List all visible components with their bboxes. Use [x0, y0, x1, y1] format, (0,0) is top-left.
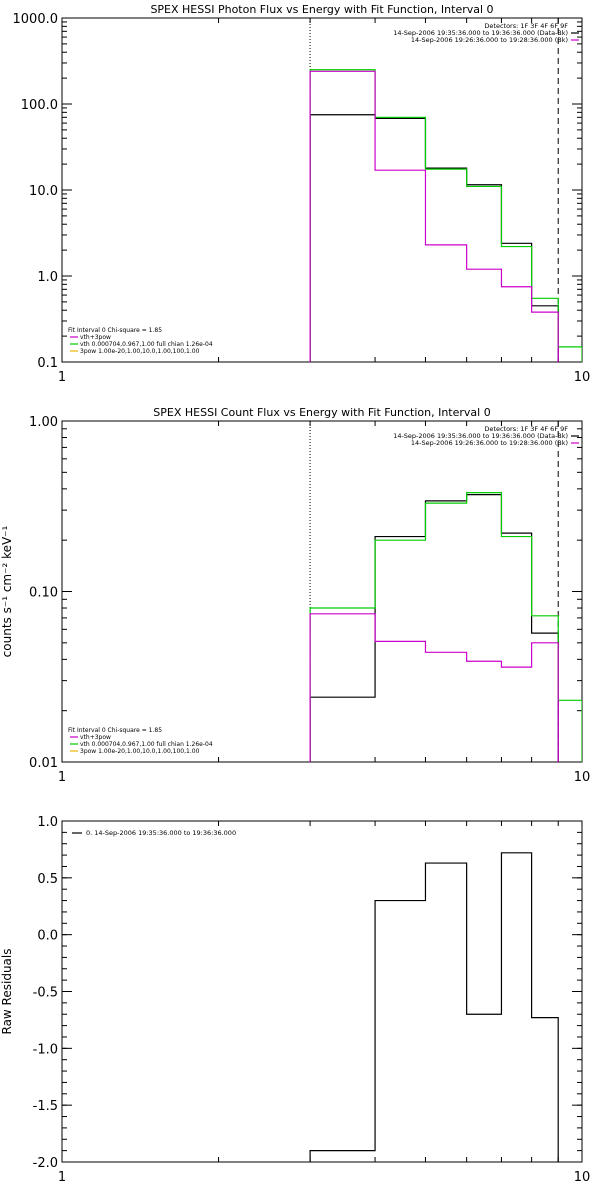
fit-legend-entry: vth 0.000704,0.967,1.00 full chian 1.26e… [80, 741, 213, 748]
legend-top-entry: Detectors: 1F 3F 4F 6F 9F [484, 425, 568, 433]
y-tick-label: 0.1 [37, 356, 58, 371]
fit-legend-entry: 3pow 1.00e-20,1.00,10.0,1.00,100,1.00 [80, 348, 200, 355]
y-tick-label: 10.0 [29, 184, 58, 199]
y-tick-label: -2.0 [33, 1156, 58, 1171]
x-tick-label: 1 [58, 770, 66, 785]
plot-title: SPEX HESSI Photon Flux vs Energy with Fi… [150, 3, 493, 16]
plot-title: SPEX HESSI Count Flux vs Energy with Fit… [153, 406, 490, 419]
plot-panel-3 [61, 820, 583, 1163]
y-tick-label: 0.01 [29, 756, 58, 771]
y-tick-label: -1.0 [33, 1042, 58, 1057]
x-tick-label: 10 [574, 1170, 591, 1185]
x-tick-label: 1 [58, 370, 66, 385]
y-axis-label: Raw Residuals [0, 949, 14, 1035]
data-series-step-line [309, 69, 582, 362]
y-tick-label: -1.5 [33, 1099, 58, 1114]
data-series-step-line [309, 852, 559, 1162]
y-tick-label: 0.10 [29, 586, 58, 601]
y-tick-label: 1.00 [29, 415, 58, 430]
y-tick-label: 1.0 [37, 815, 58, 830]
legend-top-entry: 14-Sep-2006 19:35:36.000 to 19:36:36.000… [393, 29, 568, 37]
fit-legend-entry: Fit Interval 0 Chi-square = 1.85 [68, 327, 162, 334]
y-tick-label: 0.0 [37, 929, 58, 944]
fit-legend-entry: vth+3pow [80, 734, 111, 741]
x-tick-label: 10 [574, 370, 591, 385]
data-series-step-line [309, 494, 559, 762]
x-tick-label: 1 [58, 1170, 66, 1185]
y-tick-label: 0.5 [37, 872, 58, 887]
plot-frame [61, 820, 583, 1163]
fit-legend-entry: Fit Interval 0 Chi-square = 1.85 [68, 727, 162, 734]
plot-panel-1 [61, 17, 583, 363]
x-tick-label: 10 [574, 770, 591, 785]
plot-frame [61, 420, 583, 763]
fit-legend-entry: 3pow 1.00e-20,1.00,10.0,1.00,100,1.00 [80, 748, 200, 755]
legend-top-entry: 14-Sep-2006 19:26:36.000 to 19:28:36.000… [411, 36, 568, 44]
fit-legend-entry: vth+3pow [80, 334, 111, 341]
legend-top-entry: 14-Sep-2006 19:35:36.000 to 19:36:36.000… [393, 432, 568, 440]
y-tick-label: 100.0 [21, 98, 58, 113]
y-tick-label: -0.5 [33, 986, 58, 1001]
y-tick-label: 1000.0 [13, 12, 59, 27]
data-series-step-line [309, 114, 559, 362]
data-series-step-line [309, 492, 582, 762]
y-axis-label: counts s⁻¹ cm⁻² keV⁻¹ [0, 525, 14, 657]
plot-panel-2 [61, 420, 583, 763]
data-series-step-line [309, 613, 559, 762]
legend-entry: 0. 14-Sep-2006 19:35:36.000 to 19:36:36.… [86, 829, 236, 837]
y-tick-label: 1.0 [37, 270, 58, 285]
legend-top-entry: 14-Sep-2006 19:26:36.000 to 19:28:36.000… [411, 439, 568, 447]
legend-top-entry: Detectors: 1F 3F 4F 6F 9F [484, 22, 568, 30]
fit-legend-entry: vth 0.000704,0.967,1.00 full chian 1.26e… [80, 341, 213, 348]
data-series-step-line [309, 70, 559, 362]
